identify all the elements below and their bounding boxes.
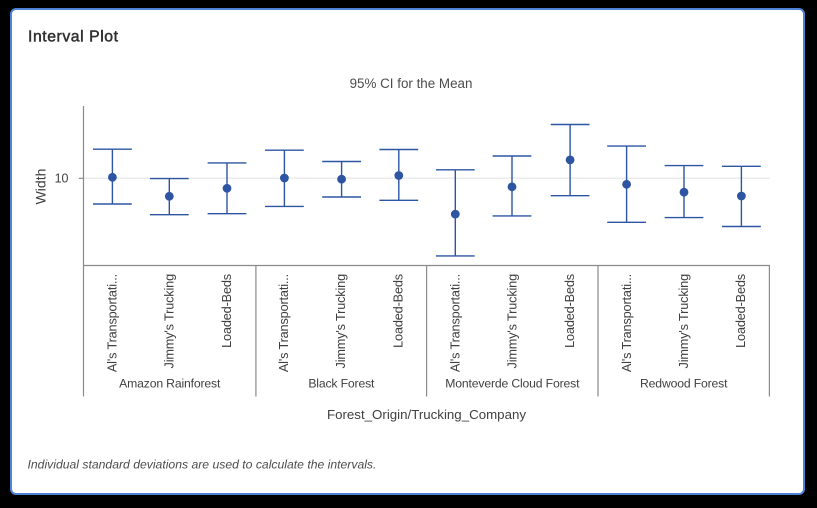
svg-text:Jimmy's Trucking: Jimmy's Trucking <box>163 274 177 369</box>
svg-text:Jimmy's Trucking: Jimmy's Trucking <box>506 274 520 369</box>
svg-text:Jimmy's Trucking: Jimmy's Trucking <box>677 274 691 369</box>
svg-text:Al's Transportati...: Al's Transportati... <box>449 274 463 372</box>
svg-text:Al's Transportati...: Al's Transportati... <box>106 274 120 372</box>
svg-text:Loaded-Beds: Loaded-Beds <box>563 274 577 348</box>
svg-text:Monteverde Cloud Forest: Monteverde Cloud Forest <box>445 377 580 391</box>
svg-text:Loaded-Beds: Loaded-Beds <box>734 274 748 348</box>
svg-text:10: 10 <box>55 172 69 186</box>
svg-text:Individual standard deviations: Individual standard deviations are used … <box>28 458 377 472</box>
svg-text:Amazon Rainforest: Amazon Rainforest <box>119 377 221 391</box>
svg-text:Jimmy's Trucking: Jimmy's Trucking <box>334 274 348 369</box>
svg-text:Width: Width <box>33 169 49 205</box>
svg-text:Al's Transportati...: Al's Transportati... <box>620 274 634 372</box>
svg-text:Interval Plot: Interval Plot <box>28 29 119 46</box>
svg-text:Redwood Forest: Redwood Forest <box>640 377 728 391</box>
svg-text:Al's Transportati...: Al's Transportati... <box>277 274 291 372</box>
svg-text:Loaded-Beds: Loaded-Beds <box>220 274 234 348</box>
svg-text:95% CI for the Mean: 95% CI for the Mean <box>350 76 473 91</box>
svg-text:Black Forest: Black Forest <box>308 377 375 391</box>
svg-text:Forest_Origin/Trucking_Company: Forest_Origin/Trucking_Company <box>327 407 526 422</box>
svg-text:Loaded-Beds: Loaded-Beds <box>391 274 405 348</box>
